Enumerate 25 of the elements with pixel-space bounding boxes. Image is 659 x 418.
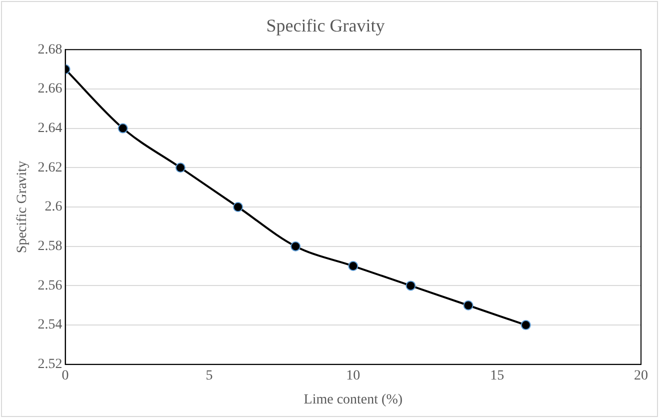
- y-axis-title: Specific Gravity: [15, 160, 30, 254]
- point: [118, 123, 128, 134]
- y-tick-label: 2.66: [38, 82, 62, 97]
- x-tick-label: 15: [490, 368, 504, 384]
- point: [233, 202, 244, 212]
- y-tick-label: 2.6: [44, 200, 62, 215]
- point: [520, 320, 531, 330]
- x-tick-label: 10: [346, 368, 360, 384]
- x-tick-label: 0: [62, 368, 69, 384]
- point: [175, 162, 186, 173]
- chart-title: Specific Gravity: [266, 16, 385, 36]
- point: [406, 280, 416, 291]
- y-tick-label: 2.64: [38, 120, 62, 136]
- y-tick-label: 2.62: [38, 160, 62, 176]
- x-tick-label: 20: [634, 368, 648, 384]
- point: [463, 300, 474, 310]
- y-tick-label: 2.54: [38, 318, 62, 333]
- y-tick-label: 2.58: [38, 239, 62, 254]
- point: [290, 241, 301, 252]
- point: [348, 261, 358, 272]
- x-axis-title: Lime content (%): [304, 392, 403, 408]
- y-tick-label: 2.52: [38, 357, 62, 372]
- y-tick-label: 2.56: [38, 278, 62, 294]
- x-tick-label: 5: [206, 368, 213, 384]
- y-tick-label: 2.68: [38, 42, 62, 58]
